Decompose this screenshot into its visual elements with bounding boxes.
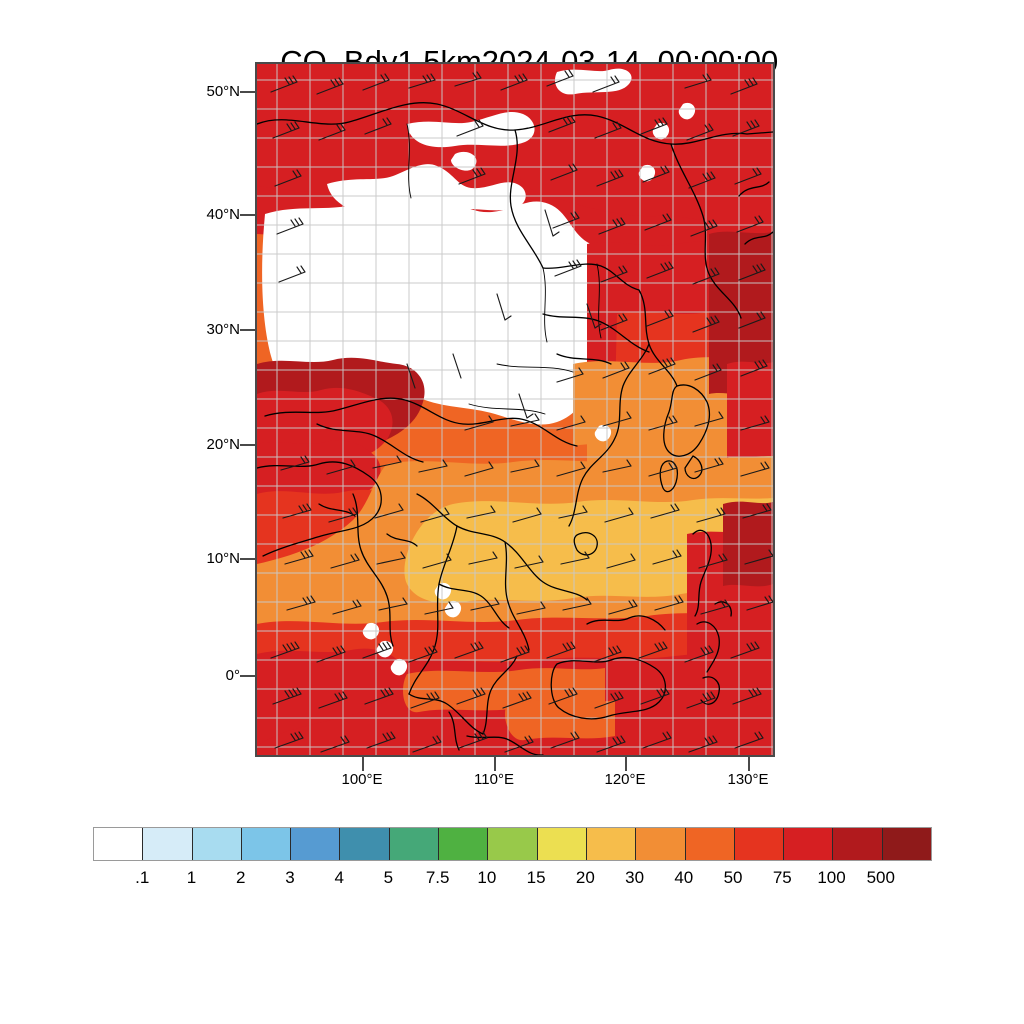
colorbar-tick-label: 10 bbox=[477, 868, 497, 887]
colorbar-tick-label: 500 bbox=[866, 868, 895, 887]
colorbar-tick-label: 40 bbox=[674, 868, 694, 887]
lon-tick-label: 110°E bbox=[474, 771, 514, 788]
colorbar-cell[interactable] bbox=[585, 828, 636, 860]
colorbar-tick-label: 100 bbox=[817, 868, 846, 887]
colorbar-cell[interactable] bbox=[536, 828, 586, 860]
colorbar-tick-label: 50 bbox=[723, 868, 743, 887]
colorbar-cell[interactable] bbox=[635, 828, 685, 860]
longitude-axis: 100°E 110°E 120°E 130°E bbox=[341, 757, 769, 788]
lon-tick-label: 120°E bbox=[604, 771, 646, 788]
lat-tick-label: 30°N bbox=[206, 321, 240, 338]
map-canvas bbox=[257, 64, 773, 755]
colorbar-cell[interactable] bbox=[240, 828, 291, 860]
colorbar-tick-label: 7.5 bbox=[425, 868, 450, 887]
colorbar-tick-label: 1 bbox=[186, 868, 197, 887]
map-plot-area[interactable] bbox=[255, 62, 775, 757]
colorbar-tick-label: 4 bbox=[334, 868, 344, 887]
lat-tick-label: 40°N bbox=[206, 206, 240, 223]
colorbar[interactable] bbox=[93, 827, 932, 861]
colorbar-tick-label: 20 bbox=[575, 868, 595, 887]
colorbar-tick-label: .1 bbox=[135, 868, 150, 887]
lat-tick-label: 20°N bbox=[206, 436, 240, 453]
colorbar-cell[interactable] bbox=[881, 828, 932, 860]
colorbar-cell[interactable] bbox=[832, 828, 882, 860]
colorbar-cell[interactable] bbox=[438, 828, 488, 860]
lon-tick-label: 100°E bbox=[341, 771, 383, 788]
colorbar-cell[interactable] bbox=[94, 828, 143, 860]
colorbar-cell[interactable] bbox=[290, 828, 340, 860]
colorbar-tick-label: 15 bbox=[526, 868, 546, 887]
colorbar-labels: .1 1 2 3 4 5 7.5 10 15 20 30 40 50 75 100 500 bbox=[93, 868, 932, 892]
colorbar-cell[interactable] bbox=[191, 828, 241, 860]
colorbar-cell[interactable] bbox=[733, 828, 784, 860]
colorbar-cell[interactable] bbox=[339, 828, 389, 860]
lon-tick-label: 130°E bbox=[727, 771, 769, 788]
lat-tick-label: 0° bbox=[225, 667, 240, 684]
colorbar-tick-label: 3 bbox=[285, 868, 295, 887]
wind-barb-layer bbox=[270, 69, 773, 753]
colorbar-cell[interactable] bbox=[142, 828, 192, 860]
colorbar-tick-label: 30 bbox=[625, 868, 645, 887]
lat-tick-label: 10°N bbox=[206, 550, 240, 567]
colorbar-cell[interactable] bbox=[783, 828, 833, 860]
lat-tick-label: 50°N bbox=[206, 83, 240, 100]
colorbar-cell[interactable] bbox=[684, 828, 734, 860]
colorbar-tick-label: 75 bbox=[772, 868, 792, 887]
colorbar-tick-label: 5 bbox=[383, 868, 394, 887]
colorbar-cell[interactable] bbox=[487, 828, 537, 860]
colorbar-tick-label: 2 bbox=[235, 868, 246, 887]
colorbar-cell[interactable] bbox=[388, 828, 439, 860]
latitude-axis: 50°N 40°N 30°N 20°N 10°N 0° bbox=[170, 0, 240, 800]
